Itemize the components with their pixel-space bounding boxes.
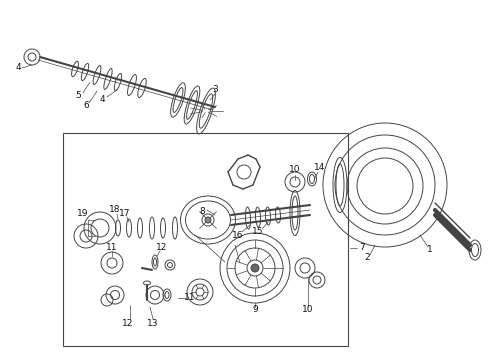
Text: 4: 4 bbox=[15, 63, 21, 72]
Bar bbox=[63, 133, 348, 346]
Text: 11: 11 bbox=[106, 243, 118, 252]
Text: 16: 16 bbox=[232, 230, 244, 239]
Text: 18: 18 bbox=[109, 206, 121, 215]
Text: 12: 12 bbox=[156, 243, 168, 252]
Circle shape bbox=[205, 217, 211, 223]
Text: 15: 15 bbox=[252, 228, 264, 237]
Text: 8: 8 bbox=[199, 207, 205, 216]
Text: 5: 5 bbox=[75, 91, 81, 100]
Text: 10: 10 bbox=[302, 306, 314, 315]
Text: 19: 19 bbox=[77, 208, 89, 217]
Text: 13: 13 bbox=[147, 319, 159, 328]
Circle shape bbox=[251, 264, 259, 272]
Text: 9: 9 bbox=[252, 306, 258, 315]
Text: 11: 11 bbox=[184, 293, 196, 302]
Text: 14: 14 bbox=[314, 162, 326, 171]
Text: 3: 3 bbox=[212, 85, 218, 94]
Text: 4: 4 bbox=[99, 95, 105, 104]
Text: 2: 2 bbox=[364, 253, 370, 262]
Text: 7: 7 bbox=[359, 243, 365, 252]
Text: 17: 17 bbox=[119, 208, 131, 217]
Text: 10: 10 bbox=[289, 166, 301, 175]
Text: 1: 1 bbox=[427, 246, 433, 255]
Text: 12: 12 bbox=[122, 319, 134, 328]
Text: 6: 6 bbox=[83, 102, 89, 111]
